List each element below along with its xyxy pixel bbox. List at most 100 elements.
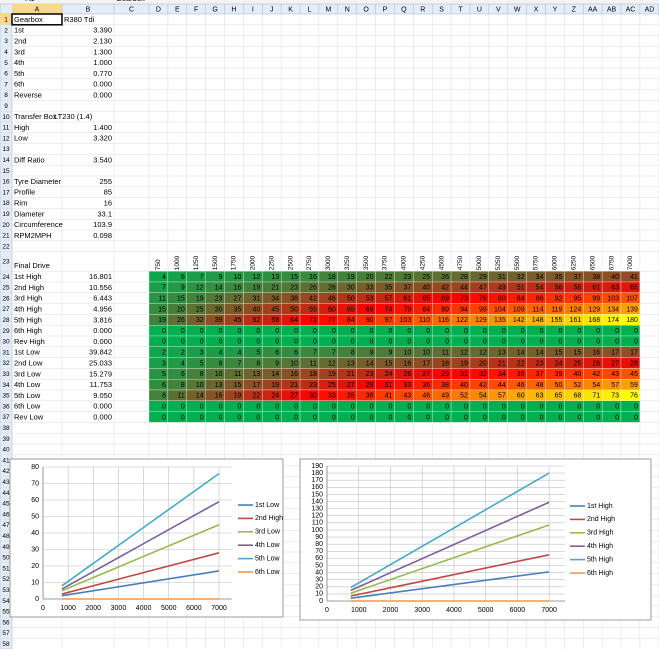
speed-value: 0 — [237, 414, 241, 421]
column-letter: X — [534, 6, 539, 13]
speed-value: 31 — [498, 274, 506, 281]
speed-value: 129 — [588, 306, 600, 313]
speed-value: 26 — [441, 274, 449, 281]
column-letter: AB — [607, 6, 617, 13]
rpm-header: 4000 — [401, 255, 408, 270]
speed-value: 0 — [445, 328, 449, 335]
speed-value: 33 — [404, 382, 412, 389]
rpm-header: 7000 — [627, 255, 634, 270]
y-tick-label: 130 — [311, 505, 323, 512]
speed-value: 31 — [460, 371, 468, 378]
speed-value: 0 — [540, 404, 544, 411]
speed-value: 52 — [573, 382, 581, 389]
row-number: 33 — [2, 371, 10, 378]
speed-value: 0 — [502, 339, 506, 346]
speed-value: 17 — [611, 350, 619, 357]
speed-value: 32 — [479, 371, 487, 378]
speed-value: 17 — [630, 350, 638, 357]
y-tick-label: 70 — [31, 480, 39, 487]
column-letter: O — [363, 6, 369, 13]
speed-value: 26 — [404, 371, 412, 378]
speed-value: 24 — [555, 360, 563, 367]
speed-value: 60 — [517, 393, 525, 400]
speed-value: 7 — [313, 350, 317, 357]
speed-value: 63 — [536, 393, 544, 400]
speed-value: 0 — [521, 414, 525, 421]
y-tick-label: 0 — [319, 598, 323, 605]
speed-value: 103 — [400, 317, 412, 324]
row-number: 12 — [2, 135, 10, 142]
gear-name: 4th Low — [14, 380, 41, 389]
speed-value: 11 — [177, 393, 184, 400]
x-tick-label: 5000 — [161, 605, 177, 612]
speed-value: 34 — [271, 296, 279, 303]
row-number: 41 — [2, 457, 10, 464]
row-number: 44 — [2, 490, 10, 497]
speed-value: 54 — [536, 285, 544, 292]
speed-value: 31 — [252, 296, 260, 303]
speed-value: 0 — [389, 339, 393, 346]
speed-value: 0 — [256, 328, 260, 335]
speed-value: 50 — [347, 296, 355, 303]
rpm-header: 2500 — [287, 255, 294, 270]
legend-label: 3rd High — [587, 530, 614, 537]
speed-value: 11 — [159, 296, 166, 303]
speed-value: 0 — [407, 328, 411, 335]
series-line — [350, 472, 550, 589]
speed-value: 19 — [234, 393, 242, 400]
final-drive-ratio: 3.816 — [93, 315, 112, 324]
speed-value: 0 — [389, 404, 393, 411]
speed-value: 29 — [479, 274, 487, 281]
speed-value: 21 — [271, 285, 279, 292]
speed-value: 0 — [162, 339, 166, 346]
column-letter: B — [86, 6, 91, 13]
speed-value: 23 — [309, 382, 317, 389]
item-value: 0.000 — [93, 90, 112, 99]
legend-label: 2nd High — [255, 515, 283, 522]
speed-value: 0 — [370, 339, 374, 346]
final-drive-ratio: 0.000 — [93, 412, 112, 421]
row-number: 4 — [4, 49, 8, 56]
speed-value: 6 — [275, 350, 279, 357]
speed-value: 26 — [309, 285, 317, 292]
speed-value: 9 — [275, 360, 279, 367]
speed-value: 0 — [615, 328, 619, 335]
speed-value: 71 — [592, 393, 600, 400]
speed-value: 40 — [460, 382, 468, 389]
speed-value: 99 — [592, 296, 600, 303]
speed-value: 41 — [630, 274, 638, 281]
row-number: 31 — [2, 349, 10, 356]
y-tick-label: 120 — [311, 513, 323, 520]
speed-value: 15 — [158, 306, 166, 313]
row-number: 25 — [2, 285, 10, 292]
column-letter: J — [270, 6, 274, 13]
speed-value: 46 — [422, 393, 430, 400]
row-number: 42 — [2, 468, 10, 475]
rpm-header: 6500 — [589, 255, 596, 270]
speed-value: 119 — [551, 306, 562, 313]
speed-value: 34 — [536, 274, 544, 281]
y-tick-label: 90 — [315, 534, 323, 541]
row-number: 2 — [4, 27, 8, 34]
speed-value: 2 — [162, 350, 166, 357]
legend-label: 4th High — [587, 543, 613, 550]
speed-value: 58 — [573, 285, 581, 292]
speed-value: 0 — [464, 328, 468, 335]
speed-value: 0 — [445, 339, 449, 346]
speed-value: 19 — [347, 274, 355, 281]
speed-value: 5 — [200, 360, 204, 367]
speed-value: 0 — [389, 414, 393, 421]
speed-value: 0 — [162, 414, 166, 421]
row-number: 29 — [2, 328, 10, 335]
final-drive-ratio: 15.279 — [89, 369, 112, 378]
speed-value: 110 — [419, 317, 430, 324]
row-number: 54 — [2, 598, 10, 605]
speed-value: 9 — [389, 350, 393, 357]
speed-value: 0 — [445, 414, 449, 421]
speed-value: 0 — [521, 328, 525, 335]
speed-value: 22 — [385, 274, 393, 281]
speed-value: 10 — [422, 350, 430, 357]
item-name: Reverse — [14, 90, 42, 99]
speed-value: 64 — [290, 317, 298, 324]
speed-value: 22 — [252, 393, 260, 400]
